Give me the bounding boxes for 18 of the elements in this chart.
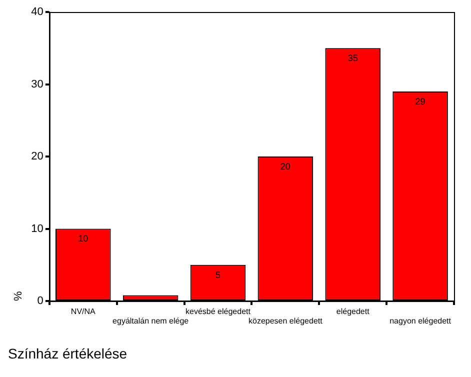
y-tick-label: 30 [31,78,44,90]
x-tick-label: egyáltalán nem elége [112,316,190,326]
x-tick-label: kevésbé elégedett [186,307,252,316]
y-tick-label: 10 [31,222,44,235]
x-tick-label: nagyon elégedett [390,316,452,326]
y-tick-label: 20 [31,150,44,163]
data-label: 35 [348,53,358,64]
data-label: 20 [280,161,290,172]
data-label: 5 [215,270,221,280]
x-tick-label: elégedett [336,307,370,316]
x-tick-label: közepesen elégedett [248,316,324,326]
data-label: 29 [415,96,426,106]
x-tick-label: NV/NA [70,307,96,316]
text: Színház értékelése [8,345,128,362]
data-label: 10 [78,234,88,244]
y-tick-label: 0 [37,295,44,308]
y-axis-title: % [12,291,25,301]
y-tick-label: 40 [31,6,44,18]
